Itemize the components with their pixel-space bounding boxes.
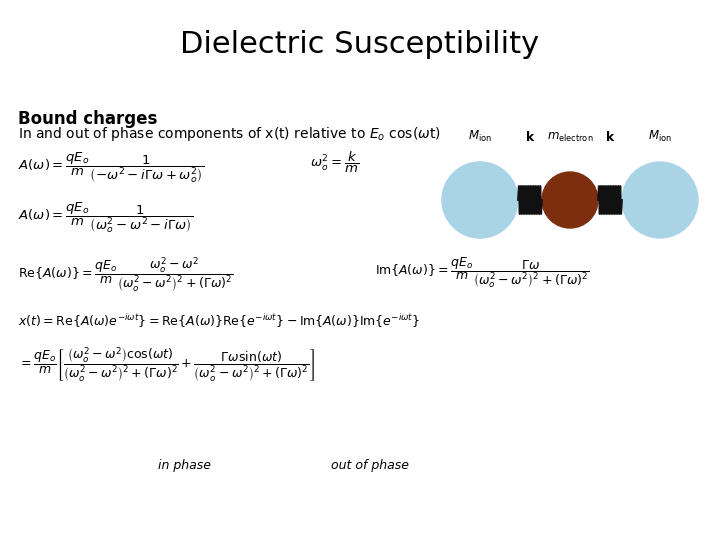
Text: $\omega_o^2=\dfrac{k}{m}$: $\omega_o^2=\dfrac{k}{m}$ [310,150,359,175]
Text: $A(\omega)=\dfrac{qE_o}{m}\dfrac{1}{\left(-\omega^2-i\Gamma\omega+\omega_o^2\rig: $A(\omega)=\dfrac{qE_o}{m}\dfrac{1}{\lef… [18,150,204,185]
Text: out of phase: out of phase [331,459,409,472]
Text: k: k [526,131,534,144]
Circle shape [622,162,698,238]
Text: In and out of phase components of x(t) relative to $E_o$ cos($\omega$t): In and out of phase components of x(t) r… [18,125,441,143]
Text: $\mathrm{Re}\{A(\omega)\}=\dfrac{qE_o}{m}\dfrac{\omega_o^2-\omega^2}{\left(\omeg: $\mathrm{Re}\{A(\omega)\}=\dfrac{qE_o}{m… [18,255,233,294]
Text: $M_{\mathrm{ion}}$: $M_{\mathrm{ion}}$ [648,129,672,144]
Text: $m_{\mathrm{electron}}$: $m_{\mathrm{electron}}$ [546,131,593,144]
Text: in phase: in phase [158,459,212,472]
Text: Bound charges: Bound charges [18,110,158,128]
Text: $A(\omega)=\dfrac{qE_o}{m}\dfrac{1}{\left(\omega_o^2-\omega^2-i\Gamma\omega\righ: $A(\omega)=\dfrac{qE_o}{m}\dfrac{1}{\lef… [18,200,193,235]
Text: $=\dfrac{qE_o}{m}\left[\dfrac{\left(\omega_o^2-\omega^2\right)\cos(\omega t)}{\l: $=\dfrac{qE_o}{m}\left[\dfrac{\left(\ome… [18,345,315,384]
Text: $M_{\mathrm{ion}}$: $M_{\mathrm{ion}}$ [468,129,492,144]
Text: Dielectric Susceptibility: Dielectric Susceptibility [181,30,539,59]
Text: $\mathrm{Im}\{A(\omega)\}=\dfrac{qE_o}{m}\dfrac{\Gamma\omega}{\left(\omega_o^2-\: $\mathrm{Im}\{A(\omega)\}=\dfrac{qE_o}{m… [375,255,590,289]
Circle shape [442,162,518,238]
Text: k: k [606,131,614,144]
Circle shape [542,172,598,228]
Text: $x(t)=\mathrm{Re}\{A(\omega)e^{-i\omega t}\}=\mathrm{Re}\{A(\omega)\}\mathrm{Re}: $x(t)=\mathrm{Re}\{A(\omega)e^{-i\omega … [18,312,420,330]
